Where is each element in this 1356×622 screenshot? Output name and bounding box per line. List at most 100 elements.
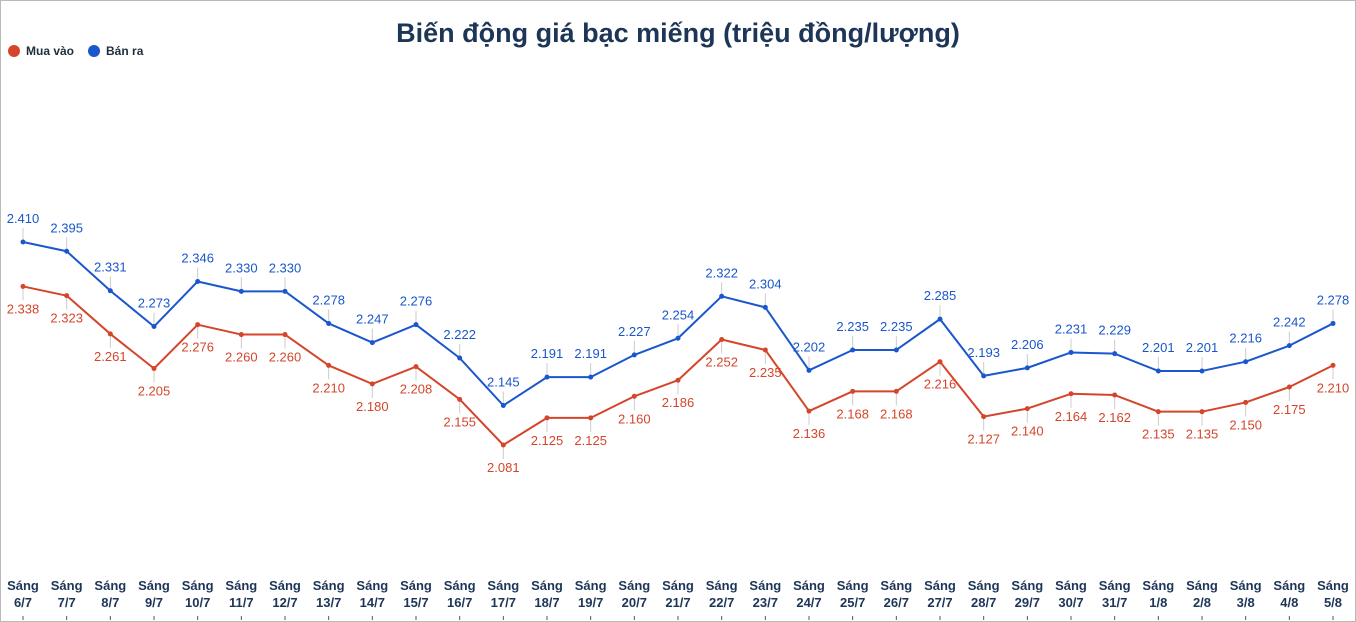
x-tick-label-line1: Sáng xyxy=(313,578,345,593)
data-label: 2.278 xyxy=(312,292,345,307)
chart-legend: Mua vào Bán ra xyxy=(8,44,143,58)
x-tick-label-line2: 25/7 xyxy=(840,595,865,610)
data-label: 2.206 xyxy=(1011,337,1044,352)
data-label: 2.260 xyxy=(269,350,302,365)
x-tick-label: Sáng 28/7 xyxy=(968,578,1000,610)
data-label: 2.081 xyxy=(487,460,520,475)
data-label: 2.155 xyxy=(443,414,476,429)
x-tick-label-line1: Sáng xyxy=(1099,578,1131,593)
data-point xyxy=(1155,368,1161,374)
x-tick-label-line2: 17/7 xyxy=(491,595,516,610)
x-tick-label-line1: Sáng xyxy=(837,578,869,593)
data-label: 2.125 xyxy=(531,433,564,448)
x-tick-label-line1: Sáng xyxy=(182,578,214,593)
data-label: 2.136 xyxy=(793,426,826,441)
x-tick-label-line2: 27/7 xyxy=(927,595,952,610)
data-point xyxy=(588,374,594,380)
data-label: 2.235 xyxy=(880,319,913,334)
x-tick-label: Sáng 31/7 xyxy=(1099,578,1131,610)
x-tick-label-line2: 3/8 xyxy=(1237,595,1255,610)
data-label: 2.208 xyxy=(400,382,433,397)
x-tick-label-line1: Sáng xyxy=(706,578,738,593)
x-tick-label-line1: Sáng xyxy=(1230,578,1262,593)
data-label: 2.135 xyxy=(1142,427,1175,442)
data-point xyxy=(457,355,463,361)
x-tick-label-line1: Sáng xyxy=(575,578,607,593)
data-label: 2.216 xyxy=(924,377,957,392)
x-tick-label: Sáng 15/7 xyxy=(400,578,432,610)
data-label: 2.222 xyxy=(443,327,476,342)
x-tick-label: Sáng 21/7 xyxy=(662,578,694,610)
data-label: 2.145 xyxy=(487,375,520,390)
x-tick-label: Sáng 29/7 xyxy=(1011,578,1043,610)
data-point xyxy=(675,335,681,341)
legend-dot-buy xyxy=(8,45,20,57)
x-tick-label: Sáng 4/8 xyxy=(1273,578,1305,610)
x-tick-label-line1: Sáng xyxy=(487,578,519,593)
x-tick-label-line2: 12/7 xyxy=(272,595,297,610)
x-tick-label-line1: Sáng xyxy=(968,578,1000,593)
data-point xyxy=(1068,391,1074,397)
data-point xyxy=(238,288,244,294)
data-label: 2.210 xyxy=(1317,380,1350,395)
data-label: 2.260 xyxy=(225,350,258,365)
x-tick-label: Sáng 12/7 xyxy=(269,578,301,610)
data-point xyxy=(1024,365,1030,371)
data-label: 2.216 xyxy=(1229,331,1262,346)
x-tick-label-line2: 19/7 xyxy=(578,595,603,610)
data-point xyxy=(457,396,463,402)
data-point xyxy=(544,374,550,380)
x-tick-label-line2: 14/7 xyxy=(360,595,385,610)
x-tick-label-line2: 22/7 xyxy=(709,595,734,610)
data-label: 2.330 xyxy=(225,260,258,275)
data-label: 2.150 xyxy=(1229,417,1262,432)
data-label: 2.140 xyxy=(1011,424,1044,439)
data-point xyxy=(64,248,70,254)
data-label: 2.231 xyxy=(1055,321,1088,336)
x-tick-label-line2: 7/7 xyxy=(58,595,76,610)
data-point xyxy=(762,347,768,353)
x-tick-label: Sáng 22/7 xyxy=(706,578,738,610)
x-tick-label-line2: 15/7 xyxy=(403,595,428,610)
x-tick-label: Sáng 20/7 xyxy=(618,578,650,610)
x-tick-label-line2: 20/7 xyxy=(622,595,647,610)
x-tick-label-line2: 26/7 xyxy=(884,595,909,610)
x-tick-label-line1: Sáng xyxy=(880,578,912,593)
data-point xyxy=(20,239,26,245)
data-point xyxy=(806,367,812,373)
data-point xyxy=(762,304,768,310)
x-tick-label: Sáng 19/7 xyxy=(575,578,607,610)
data-point xyxy=(1286,384,1292,390)
data-point xyxy=(369,381,375,387)
x-tick-label: Sáng 8/7 xyxy=(94,578,126,610)
x-tick-label: Sáng 27/7 xyxy=(924,578,956,610)
data-point xyxy=(937,316,943,322)
x-tick-label: Sáng 16/7 xyxy=(444,578,476,610)
data-point xyxy=(981,414,987,420)
data-label: 2.127 xyxy=(967,432,1000,447)
data-point xyxy=(282,332,288,338)
x-tick-label: Sáng 7/7 xyxy=(51,578,83,610)
data-label: 2.175 xyxy=(1273,402,1306,417)
data-point xyxy=(631,393,637,399)
data-label: 2.227 xyxy=(618,324,651,339)
data-label: 2.201 xyxy=(1186,340,1219,355)
data-point xyxy=(1330,320,1336,326)
data-point xyxy=(937,359,943,365)
x-tick-label-line1: Sáng xyxy=(1142,578,1174,593)
x-tick-label: Sáng 17/7 xyxy=(487,578,519,610)
data-label: 2.164 xyxy=(1055,409,1088,424)
data-point xyxy=(544,415,550,421)
data-point xyxy=(326,362,332,368)
data-point xyxy=(1024,406,1030,412)
x-tick-label: Sáng 6/7 xyxy=(7,578,39,610)
data-label: 2.235 xyxy=(836,319,869,334)
data-point xyxy=(1112,392,1118,398)
data-point xyxy=(1112,351,1118,357)
x-tick-label: Sáng 24/7 xyxy=(793,578,825,610)
data-point xyxy=(893,347,899,353)
x-tick-label: Sáng 3/8 xyxy=(1230,578,1262,610)
x-tick-label-line2: 16/7 xyxy=(447,595,472,610)
data-label: 2.186 xyxy=(662,395,695,410)
